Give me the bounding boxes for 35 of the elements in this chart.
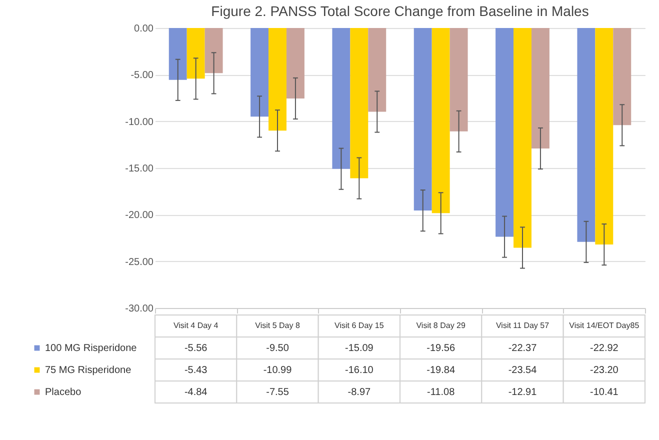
y-tick-label: -10.00 [125, 116, 154, 128]
data-label: -11.08 [427, 387, 456, 398]
data-label: -12.91 [508, 387, 538, 398]
y-tick-label: -30.00 [125, 304, 154, 314]
y-tick-label: -20.00 [125, 210, 154, 222]
data-label: -10.41 [590, 387, 619, 398]
data-label: -10.99 [263, 365, 292, 376]
data-label: -5.56 [184, 343, 208, 354]
data-label: -7.55 [266, 387, 290, 398]
x-tick-label: Visit 11 Day 57 [496, 321, 550, 330]
x-tick-label: Visit 14/EOT Day85 [569, 321, 640, 330]
data-label: -22.92 [590, 343, 619, 354]
data-label: -9.50 [266, 343, 290, 354]
x-tick-label: Visit 6 Day 15 [334, 321, 384, 330]
y-tick-label: 0.00 [134, 24, 154, 34]
y-tick-label: -5.00 [130, 70, 154, 82]
data-label: -23.20 [590, 365, 619, 376]
legend-label: 100 MG Risperidone [45, 343, 138, 354]
x-tick-label: Visit 5 Day 8 [255, 321, 300, 330]
x-tick-label: Visit 4 Day 4 [173, 321, 219, 330]
data-label: -22.37 [508, 343, 538, 354]
data-label: -19.84 [426, 365, 456, 376]
data-label: -5.43 [184, 365, 208, 376]
data-label: -8.97 [348, 387, 371, 398]
legend-label: Placebo [45, 387, 82, 398]
x-tick-label: Visit 8 Day 29 [416, 321, 466, 330]
y-tick-label: -15.00 [125, 164, 154, 174]
data-label: -19.56 [426, 343, 456, 354]
data-label: -15.09 [344, 343, 374, 354]
data-label: -23.54 [508, 365, 538, 376]
chart-title: Figure 2. PANSS Total Score Change from Baseline in Males [211, 3, 589, 19]
data-label: -16.10 [344, 365, 374, 376]
legend-label: 75 MG Risperidone [45, 365, 132, 376]
y-tick-label: -25.00 [125, 256, 154, 268]
data-label: -4.84 [184, 387, 208, 398]
